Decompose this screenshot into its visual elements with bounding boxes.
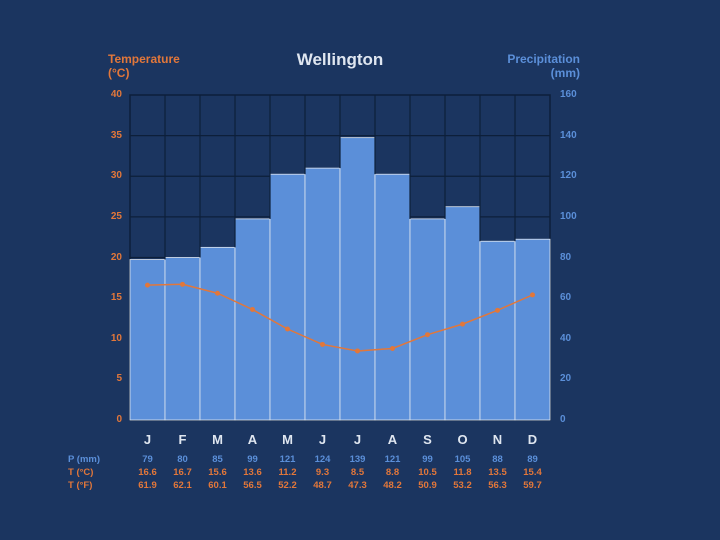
- precip-bar: [479, 240, 516, 421]
- month-label: A: [387, 432, 398, 447]
- celsius-cell: 16.7: [173, 467, 192, 478]
- celsius-cell: 10.5: [418, 467, 437, 478]
- temperature-tick-label: 25: [110, 210, 122, 222]
- temperature-point: [355, 348, 360, 354]
- precip-cell: 99: [422, 454, 433, 465]
- temperature-line: [145, 281, 535, 354]
- temperature-tick-label: 5: [116, 373, 122, 385]
- precip-bar: [409, 218, 446, 421]
- fahrenheit-cell: 48.7: [313, 480, 332, 491]
- precipitation-axis-title: Precipitation (mm): [507, 52, 580, 80]
- temperature-point: [180, 281, 185, 287]
- precip-cell: 124: [314, 454, 331, 465]
- month-label: F: [178, 432, 187, 447]
- precip-bar: [304, 167, 341, 421]
- precip-cell: 105: [454, 454, 471, 465]
- month-label: J: [353, 432, 362, 447]
- precipitation-bars: [129, 137, 551, 421]
- precipitation-tick-label: 120: [560, 170, 577, 182]
- fahrenheit-cell: 47.3: [348, 480, 367, 491]
- month-label: S: [423, 432, 432, 447]
- month-label: A: [247, 432, 258, 447]
- precip-cell: 85: [212, 454, 223, 465]
- fahrenheit-cell: 62.1: [173, 480, 192, 491]
- celsius-cell: 8.8: [385, 467, 400, 478]
- precip-cell: 79: [142, 454, 153, 465]
- celsius-cell: 9.3: [315, 467, 330, 478]
- fahrenheit-cell: 59.7: [523, 480, 542, 491]
- month-label: J: [318, 432, 327, 447]
- temperature-polyline: [147, 283, 533, 352]
- precip-bar: [444, 206, 481, 421]
- fahrenheit-cell: 50.9: [418, 480, 437, 491]
- temperature-point: [495, 307, 500, 313]
- month-label: N: [492, 432, 503, 447]
- fahrenheit-cell: 53.2: [453, 480, 472, 491]
- fahrenheit-cell: 56.5: [243, 480, 262, 491]
- celsius-cell: 15.4: [523, 467, 542, 478]
- precipitation-tick-label: 80: [560, 251, 572, 263]
- temperature-point: [250, 307, 255, 312]
- precip-bar: [269, 173, 306, 421]
- precip-cell: 88: [492, 454, 503, 465]
- celsius-cell: 11.2: [278, 467, 297, 478]
- fahrenheit-row-label: T (°F): [68, 480, 93, 491]
- temperature-tick-label: 30: [110, 170, 122, 182]
- fahrenheit-cell: 60.1: [208, 480, 227, 491]
- month-label: M: [212, 432, 223, 447]
- fahrenheit-cell: 61.9: [138, 480, 157, 491]
- precipitation-tick-label: 0: [560, 414, 566, 425]
- precip-cell: 99: [247, 454, 258, 465]
- precip-bar: [199, 246, 236, 421]
- celsius-cell: 15.6: [208, 467, 227, 478]
- precip-cell: 89: [527, 454, 538, 465]
- precip-cell: 121: [279, 454, 296, 465]
- fahrenheit-cell: 56.3: [488, 480, 507, 491]
- precipitation-tick-label: 20: [560, 373, 572, 385]
- fahrenheit-cell: 52.2: [278, 480, 297, 491]
- precipitation-tick-label: 160: [560, 89, 577, 100]
- chart-title: Wellington: [296, 50, 384, 69]
- precip-bar: [514, 238, 551, 421]
- temperature-tick-label: 10: [110, 332, 122, 344]
- precipitation-tick-label: 140: [560, 129, 577, 141]
- temperature-point: [320, 341, 325, 347]
- precip-cell: 139: [349, 454, 366, 465]
- precip-row-label: P (mm): [68, 454, 101, 465]
- celsius-cell: 13.6: [243, 467, 262, 478]
- precipitation-tick-label: 40: [560, 332, 572, 344]
- temperature-tick-label: 35: [110, 129, 122, 141]
- precip-bar: [374, 173, 411, 421]
- temperature-tick-label: 40: [110, 89, 122, 100]
- fahrenheit-cell: 48.2: [383, 480, 402, 491]
- temperature-tick-label: 0: [116, 414, 122, 425]
- precip-bar: [339, 137, 376, 421]
- precip-bar: [234, 218, 271, 421]
- month-label: M: [282, 432, 293, 447]
- precipitation-tick-label: 100: [560, 210, 577, 222]
- grid-lines: [130, 95, 550, 260]
- temperature-point: [390, 346, 395, 351]
- celsius-row-label: T (°C): [68, 467, 94, 478]
- temperature-point: [530, 292, 535, 298]
- celsius-cell: 16.6: [138, 467, 157, 478]
- temperature-point: [145, 282, 150, 288]
- temperature-point: [425, 332, 430, 338]
- month-label: D: [527, 432, 538, 447]
- precipitation-tick-label: 60: [560, 292, 572, 304]
- temperature-point: [285, 326, 290, 332]
- temperature-point: [460, 321, 465, 327]
- temperature-axis-title: Temperature (°C): [108, 52, 180, 80]
- month-label: J: [143, 432, 152, 447]
- precip-cell: 121: [384, 454, 401, 465]
- month-label: O: [457, 432, 468, 447]
- temperature-tick-label: 15: [110, 292, 122, 304]
- temperature-tick-label: 20: [110, 251, 122, 263]
- celsius-cell: 11.8: [453, 467, 472, 478]
- celsius-cell: 8.5: [350, 467, 365, 478]
- precip-cell: 80: [177, 454, 188, 465]
- temperature-point: [215, 290, 220, 296]
- celsius-cell: 13.5: [488, 467, 507, 478]
